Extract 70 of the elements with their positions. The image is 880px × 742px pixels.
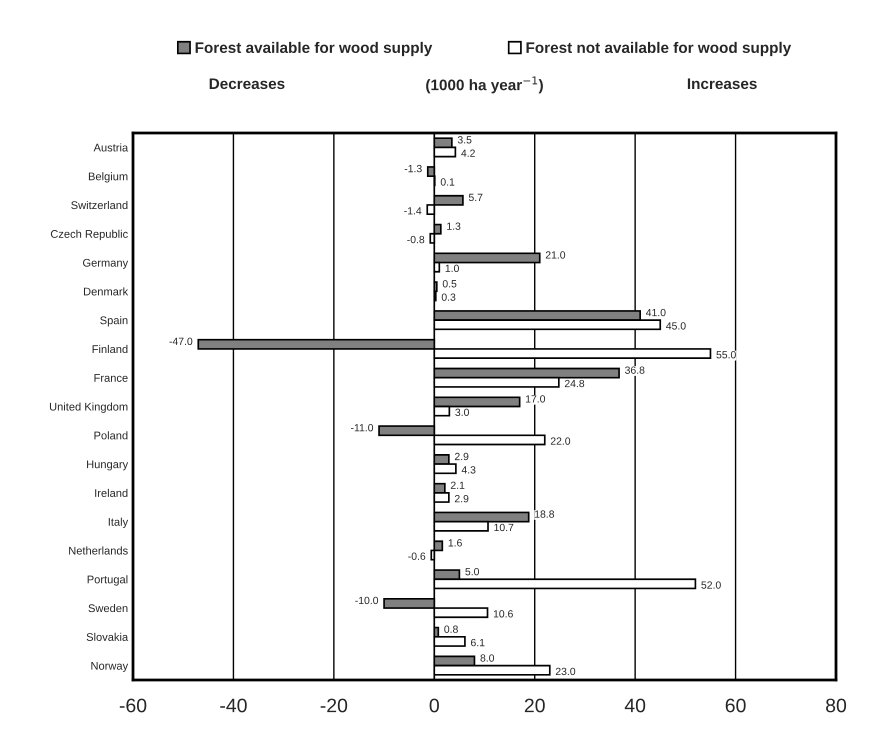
y-tick-label: Italy	[108, 518, 128, 528]
y-tick-label: United Kingdom	[50, 402, 128, 413]
y-tick-label: Portugal	[88, 575, 128, 586]
data-label: 22.0	[550, 437, 570, 445]
data-label: 4.3	[462, 466, 476, 474]
data-label: -47.0	[169, 338, 192, 346]
data-label: 0.3	[442, 293, 456, 301]
data-label: 24.8	[564, 380, 584, 388]
y-tick-label: Spain	[100, 316, 128, 326]
x-tick-label: 0	[430, 698, 439, 712]
y-tick-label: Germany	[83, 258, 128, 269]
data-label: 2.9	[454, 452, 468, 460]
y-tick-label: Czech Republic	[50, 230, 128, 240]
data-label: 23.0	[556, 668, 576, 676]
x-tick-label: -40	[220, 698, 247, 712]
data-label: 52.0	[701, 581, 721, 589]
data-label: 2.9	[454, 494, 468, 502]
data-label: 45.0	[666, 322, 686, 330]
data-label: 5.0	[465, 568, 480, 576]
data-label: 6.1	[471, 638, 484, 646]
data-label: -0.8	[407, 236, 424, 244]
y-tick-label: Norway	[91, 662, 128, 672]
data-label: 1.0	[446, 264, 459, 272]
y-tick-label: France	[94, 374, 128, 382]
data-label: -10.0	[355, 596, 378, 604]
x-tick-label: 60	[726, 698, 746, 712]
data-label: 5.7	[468, 194, 482, 202]
data-label: 10.7	[494, 524, 514, 532]
x-axis-title: (1000 ha year$^{−1}$)	[426, 76, 543, 94]
y-tick-label: Hungary	[87, 460, 128, 470]
data-label: -1.3	[404, 164, 422, 172]
x-tick-label: -20	[320, 698, 348, 712]
data-label: 21.0	[546, 251, 566, 259]
data-label: 18.8	[535, 510, 554, 518]
text: Increases	[688, 78, 757, 90]
y-tick-label: Finland	[92, 344, 128, 354]
data-label: 0.8	[444, 626, 458, 633]
data-label: -0.6	[408, 552, 426, 560]
x-tick-label: 80	[826, 698, 846, 712]
y-tick-label: Denmark	[84, 287, 128, 296]
data-label: 41.0	[646, 308, 666, 316]
y-tick-label: Poland	[94, 431, 128, 440]
x-tick-label: -60	[120, 698, 146, 712]
text: Decreases	[210, 78, 285, 90]
data-label: 1.6	[448, 539, 462, 547]
data-label: 8.0	[480, 654, 494, 662]
y-tick-label: Sweden	[88, 604, 128, 612]
data-label: 3.0	[455, 408, 469, 416]
data-label: 17.0	[526, 395, 546, 403]
legend-label: Forest available for wood supply	[196, 42, 432, 56]
y-tick-label: Netherlands	[69, 546, 128, 555]
data-label: 3.5	[458, 136, 472, 144]
data-label: 0.5	[442, 280, 456, 288]
data-label: 0.1	[440, 178, 454, 186]
legend-label: Forest not available for wood supply	[526, 42, 792, 56]
y-tick-label: Ireland	[95, 488, 128, 498]
y-tick-label: Belgium	[88, 172, 128, 183]
data-label: 55.0	[716, 351, 736, 358]
data-label: 10.6	[494, 610, 513, 618]
x-tick-label: 40	[624, 698, 646, 712]
x-tick-label: 20	[524, 698, 545, 712]
data-label: 1.3	[447, 222, 460, 230]
data-label: 36.8	[625, 366, 644, 374]
y-tick-label: Slovakia	[86, 632, 128, 641]
data-label: -11.0	[350, 424, 374, 432]
y-tick-label: Switzerland	[71, 200, 128, 210]
y-tick-label: Austria	[94, 143, 128, 152]
data-label: 4.2	[461, 150, 475, 157]
data-label: 2.1	[450, 482, 464, 489]
data-label: -1.4	[404, 207, 422, 214]
